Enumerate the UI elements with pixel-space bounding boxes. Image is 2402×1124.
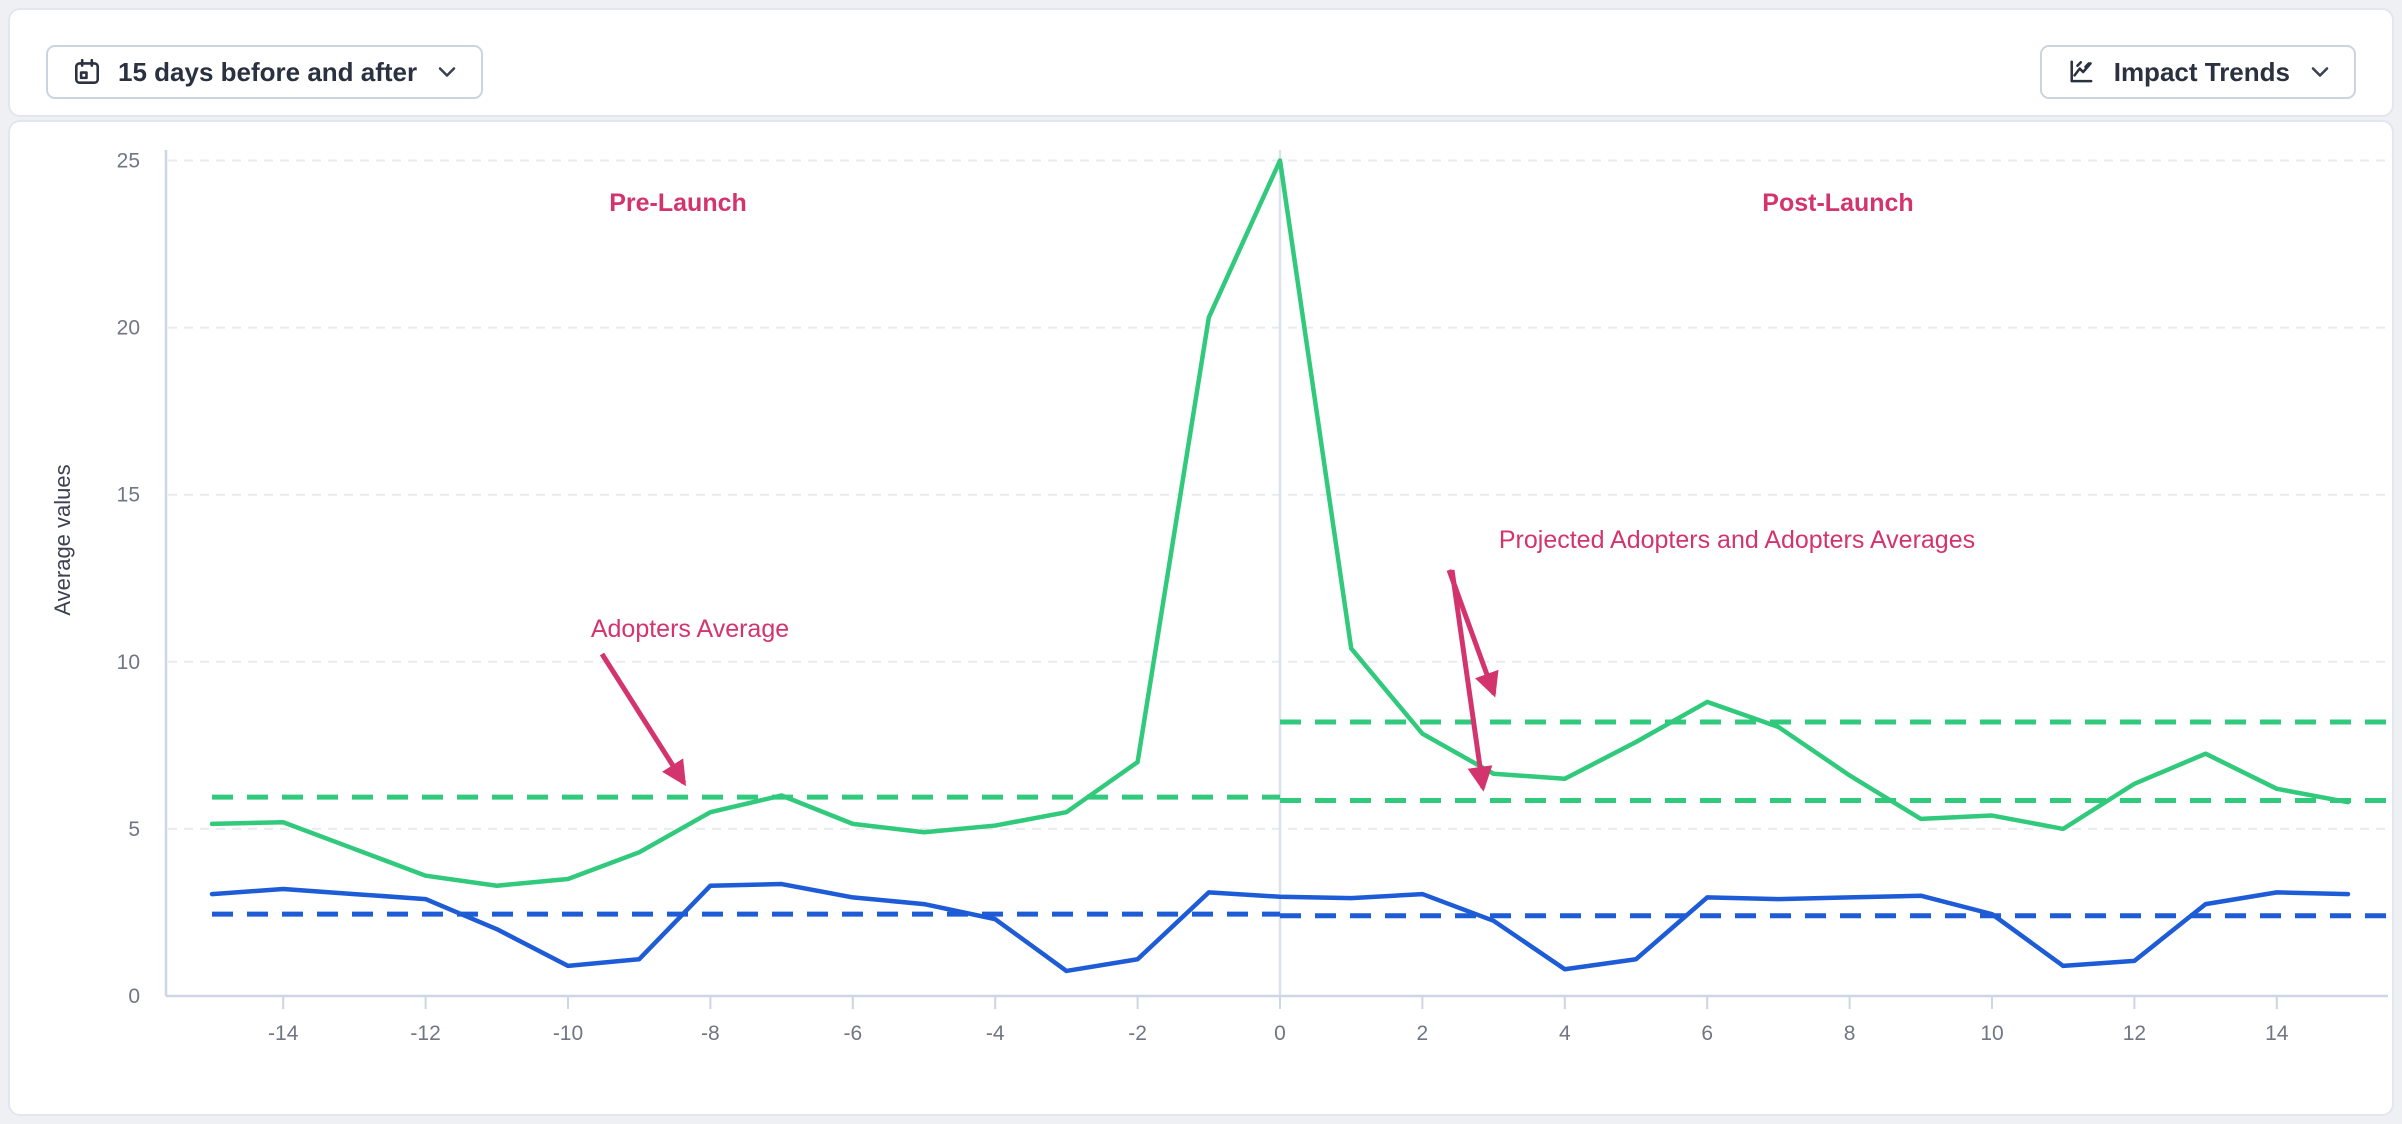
toolbar: 15 days before and after Impact Trends	[8, 8, 2394, 117]
view-selector-label: Impact Trends	[2113, 56, 2290, 87]
chevron-down-icon	[437, 65, 457, 79]
impact-trends-chart-card	[8, 120, 2394, 1116]
date-range-label: 15 days before and after	[118, 56, 418, 87]
chevron-down-icon	[2310, 65, 2330, 79]
calendar-icon	[72, 57, 102, 87]
view-selector-dropdown[interactable]: Impact Trends	[2039, 45, 2356, 99]
trend-chart-icon	[2066, 56, 2098, 88]
date-range-dropdown[interactable]: 15 days before and after	[46, 45, 484, 99]
